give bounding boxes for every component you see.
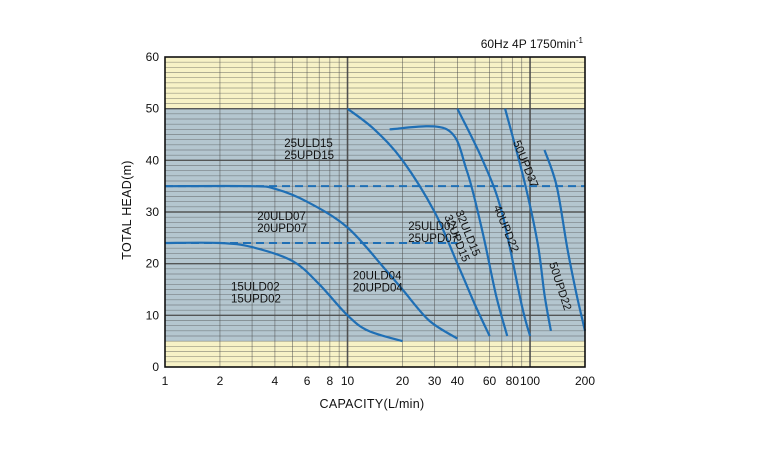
x-tick-label: 8 [326, 374, 333, 388]
annotation-superscript: -1 [576, 36, 584, 45]
x-tick-label: 30 [428, 374, 442, 388]
curve-label: 25ULD07 25UPD07 [408, 221, 458, 245]
curve-label: 20ULD07 20UPD07 [257, 211, 307, 235]
pump-curve [543, 149, 587, 332]
pump-curve [456, 108, 532, 337]
pump-curve [389, 125, 509, 337]
x-tick-label: 6 [304, 374, 311, 388]
curve-label: 15ULD02 15UPD02 [231, 282, 281, 306]
curve-label-line: 20ULD04 [353, 271, 402, 283]
curve-label-line: 20UPD07 [257, 223, 307, 235]
curve-label-line: 25UPD15 [284, 150, 334, 162]
x-tick-label: 40 [451, 374, 465, 388]
curve-label-line: 15UPD02 [231, 294, 281, 306]
x-tick-label: 2 [217, 374, 224, 388]
plot-frame [164, 56, 586, 368]
curve-label-line: 25ULD15 [284, 138, 333, 150]
y-tick-label: 10 [146, 308, 160, 322]
x-tick-label: 200 [575, 374, 595, 388]
plot-border [164, 56, 586, 368]
x-tick-label: 100 [520, 374, 540, 388]
curve-label-line: 15ULD02 [231, 282, 280, 294]
tick-labels: 1 2 4 6 8 10 20 30 40 60 80 100 200 0 10 20 30 40 50 60 [146, 50, 596, 388]
curve-label-line: 25ULD07 [408, 221, 457, 233]
pump-curves [164, 107, 587, 343]
curve-label-line: 20UPD04 [353, 283, 403, 295]
curve-label-line: 25UPD07 [408, 233, 458, 245]
x-tick-label: 10 [341, 374, 355, 388]
x-tick-label: 60 [483, 374, 497, 388]
curve-label-line: 20ULD07 [257, 211, 306, 223]
x-axis-title: CAPACITY(L/min) [320, 397, 425, 411]
x-tick-label: 1 [162, 374, 169, 388]
y-tick-label: 20 [146, 257, 160, 271]
y-tick-label: 0 [152, 360, 159, 374]
x-tick-label: 80 [506, 374, 520, 388]
y-tick-label: 30 [146, 205, 160, 219]
pump-curve [346, 107, 491, 337]
pump-curve [164, 184, 458, 340]
curve-label: 20ULD04 20UPD04 [353, 271, 403, 295]
grid [165, 57, 585, 367]
operating-condition-annotation: 60Hz 4P 1750min-1 [481, 36, 584, 51]
y-tick-label: 50 [146, 102, 160, 116]
y-axis-title: TOTAL HEAD(m) [120, 160, 134, 260]
x-tick-label: 20 [396, 374, 410, 388]
y-tick-label: 40 [146, 153, 160, 167]
y-tick-label: 60 [146, 50, 160, 64]
pump-curve [164, 241, 403, 343]
x-tick-label: 4 [272, 374, 279, 388]
pump-curve [504, 108, 552, 331]
curve-label: 25ULD15 25UPD15 [284, 138, 334, 162]
